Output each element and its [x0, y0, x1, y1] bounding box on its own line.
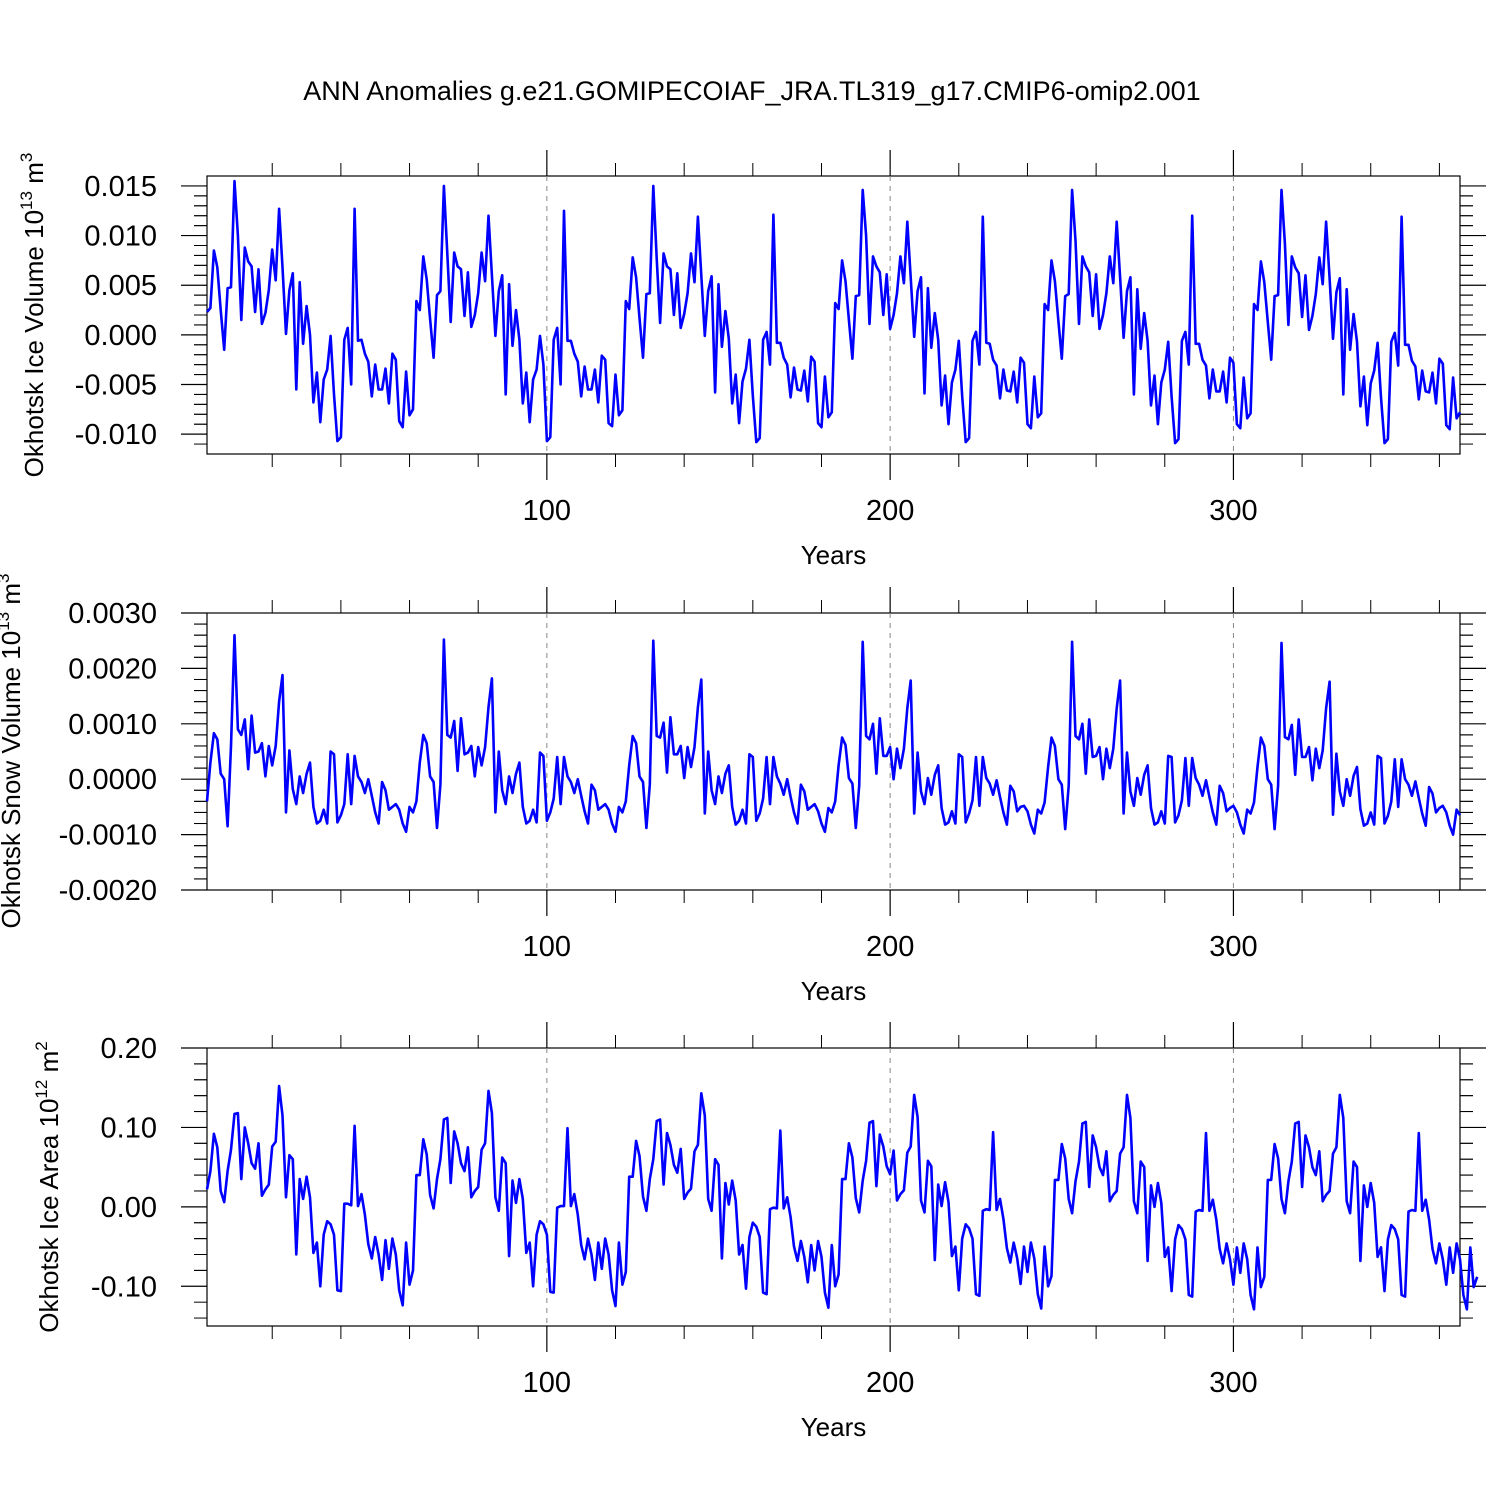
y-tick-label: 0.0010: [68, 709, 157, 741]
panels: 100 200 300 -0.010 -0.005 0.000 0.005 0.010 0.01…: [0, 150, 1486, 1442]
y-tick-label: -0.10: [91, 1271, 157, 1303]
x-tick-label: 100: [523, 495, 571, 527]
y-tick-label: -0.0020: [59, 875, 157, 907]
y-axis-label: Okhotsk Snow Volume 1013 m3: [0, 574, 26, 929]
plot-frame: [206, 1047, 1461, 1327]
y-axis-label: Okhotsk Ice Area 1012 m2: [32, 1041, 64, 1332]
panel-1: 100 200 300 -0.010 -0.005 0.000 0.005 0.010 0.01…: [17, 150, 1486, 570]
series-line: [206, 179, 1462, 445]
x-tick-label: 300: [1209, 931, 1257, 963]
series-line: [205, 1084, 1479, 1311]
plot-frame: [206, 612, 1461, 891]
panel-3: 100 200 300 -0.10 0.00 0.10 0.20 Years Okhotsk I…: [32, 1022, 1486, 1442]
figure-title: ANN Anomalies g.e21.GOMIPECOIAF_JRA.TL31…: [303, 76, 1200, 106]
x-axis-label: Years: [801, 540, 867, 570]
x-tick-label: 300: [1209, 1367, 1257, 1399]
y-tick-label: -0.0010: [59, 820, 157, 852]
x-tick-label: 100: [523, 1367, 571, 1399]
y-tick-label: 0.20: [101, 1033, 157, 1065]
panel-2: 100 200 300 -0.0020 -0.0010 0.0000 0.0010 0.002…: [0, 574, 1486, 1006]
y-tick-label: -0.005: [75, 370, 157, 402]
x-axis-label: Years: [801, 1412, 867, 1442]
x-axis-label: Years: [801, 976, 867, 1006]
y-tick-label: 0.005: [84, 270, 157, 302]
y-tick-label: 0.00: [101, 1192, 157, 1224]
y-tick-label: 0.0030: [68, 598, 157, 630]
y-tick-label: 0.010: [84, 221, 157, 253]
x-tick-label: 300: [1209, 495, 1257, 527]
plot-frame: [206, 175, 1461, 455]
x-tick-label: 200: [866, 1367, 914, 1399]
y-tick-label: 0.015: [84, 171, 157, 203]
x-tick-label: 200: [866, 931, 914, 963]
y-tick-label: 0.000: [84, 320, 157, 352]
series-line: [205, 633, 1462, 836]
y-axis-label: Okhotsk Ice Volume 1013 m3: [17, 153, 49, 478]
y-tick-label: 0.10: [101, 1112, 157, 1144]
x-tick-label: 100: [523, 931, 571, 963]
y-tick-label: -0.010: [75, 419, 157, 451]
y-tick-label: 0.0020: [68, 653, 157, 685]
y-tick-label: 0.0000: [68, 764, 157, 796]
x-tick-label: 200: [866, 495, 914, 527]
